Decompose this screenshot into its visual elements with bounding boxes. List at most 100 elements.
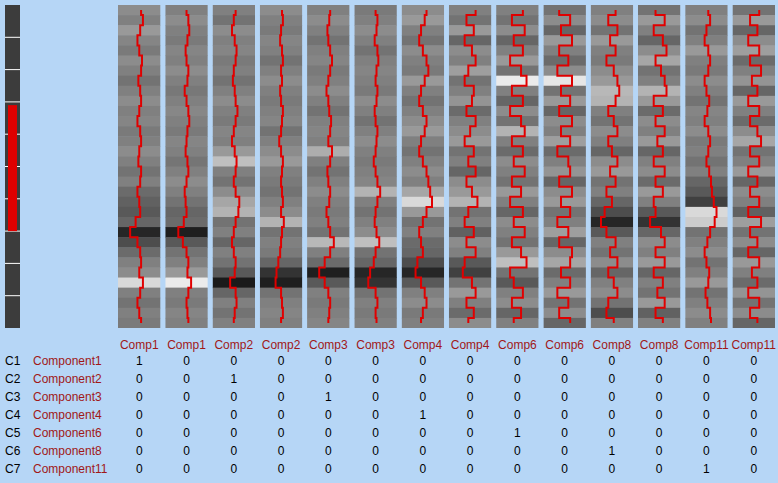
table-cell: 0 [183,408,190,422]
shade-cell [732,318,775,328]
trace [276,10,284,323]
shade-cell [543,257,586,268]
table-cell: 0 [325,354,332,368]
track [165,5,208,328]
shade-cell [685,76,728,87]
shade-cell [165,288,208,299]
shade-cell [402,298,445,309]
shade-cell [732,55,775,66]
shade-cell [543,35,586,46]
table-cell: 0 [136,408,143,422]
table-cell: 0 [278,372,285,386]
column-label: Comp4 [404,338,443,352]
table-cell: 0 [230,462,237,476]
shade-cell [685,278,728,289]
table-cell: 0 [656,426,663,440]
column-label: Comp2 [262,338,301,352]
column-label: Comp1 [120,338,159,352]
shade-cell [543,288,586,299]
shade-cell [449,257,492,268]
shade-cell [118,55,161,66]
shade-cell [449,237,492,248]
table-cell: 0 [514,372,521,386]
table-cell: 0 [325,444,332,458]
shade-cell [732,257,775,268]
shade-cell [638,177,681,188]
table-cell: 0 [136,462,143,476]
shade-cell [543,25,586,36]
row-id: C6 [5,444,21,458]
trace [130,10,143,323]
shade-cell [591,126,634,137]
shade-cell [213,45,256,56]
shade-cell [638,86,681,97]
table-cell: 0 [183,372,190,386]
shade-cell [118,5,161,16]
shade-cell [638,247,681,258]
shade-cell [213,288,256,299]
table-cell: 0 [372,462,379,476]
shade-cell [543,76,586,87]
shade-cell [496,167,539,178]
shade-cell [591,116,634,127]
shade-cell [354,177,397,188]
table-cell: 0 [514,444,521,458]
shade-cell [591,288,634,299]
column-label: Comp8 [593,338,632,352]
shade-cell [732,197,775,208]
shade-cell [638,15,681,26]
table-cell: 0 [372,354,379,368]
shade-cell [260,55,303,66]
shade-cell [732,126,775,137]
shade-cell [638,126,681,137]
shade-cell [732,5,775,16]
row-id: C4 [5,408,21,422]
shade-cell [685,55,728,66]
shade-cell [449,55,492,66]
trace [705,10,717,323]
shade-cell [118,298,161,309]
overview-tick [5,37,20,38]
shade-cell [402,55,445,66]
shade-cell [449,167,492,178]
shade-cell [496,106,539,117]
table-cell: 0 [278,426,285,440]
trace [463,10,478,323]
table-cell: 0 [372,408,379,422]
shade-cell [638,156,681,167]
shade-cell [402,116,445,127]
table-cell: 0 [230,426,237,440]
shade-cell [685,136,728,147]
shade-cell [118,257,161,268]
table-cell: 1 [609,444,616,458]
shade-cell [638,257,681,268]
shade-cell [591,35,634,46]
trace [416,10,432,323]
track [307,5,350,328]
trace [319,10,334,323]
table-cell: 0 [278,354,285,368]
shade-cell [685,318,728,328]
shade-cell [732,217,775,228]
table-cell: 0 [372,426,379,440]
row-id: C1 [5,354,21,368]
shade-cell [543,96,586,107]
shade-cell [732,298,775,309]
shade-cell [307,146,350,157]
shade-cell [496,116,539,127]
table-cell: 0 [230,390,237,404]
shade-cell [591,227,634,238]
shade-cell [591,237,634,248]
shade-cell [543,66,586,77]
shade-cell [591,247,634,258]
shade-cell [638,5,681,16]
shade-cell [402,25,445,36]
shade-cell [260,136,303,147]
table-cell: 0 [656,408,663,422]
shade-cell [449,86,492,97]
row-name: Component1 [33,354,102,368]
shade-cell [354,86,397,97]
shade-cell [732,86,775,97]
overview-tick [5,263,20,264]
shade-cell [543,187,586,198]
